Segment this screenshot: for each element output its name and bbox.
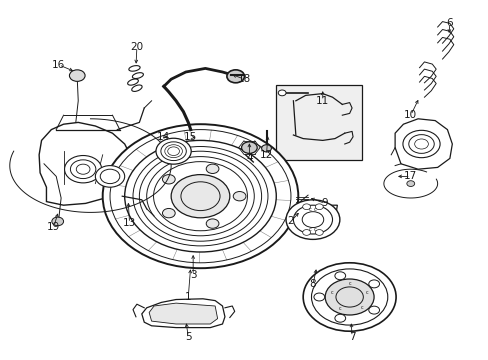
Text: 17: 17 xyxy=(403,171,417,181)
Circle shape xyxy=(69,70,85,81)
Text: 8: 8 xyxy=(309,279,316,289)
Circle shape xyxy=(206,164,219,174)
Text: 6: 6 xyxy=(446,18,452,28)
Text: 9: 9 xyxy=(321,198,328,208)
Text: 11: 11 xyxy=(315,96,329,106)
Text: 19: 19 xyxy=(47,222,61,232)
Text: c: c xyxy=(308,227,311,232)
Circle shape xyxy=(261,145,271,152)
Circle shape xyxy=(325,279,373,315)
Circle shape xyxy=(302,204,310,210)
Circle shape xyxy=(402,130,439,158)
Text: c: c xyxy=(360,305,362,310)
Text: 10: 10 xyxy=(404,110,416,120)
Circle shape xyxy=(241,142,257,153)
Circle shape xyxy=(334,272,345,280)
Text: c: c xyxy=(347,281,350,286)
Circle shape xyxy=(206,219,219,228)
Circle shape xyxy=(302,230,310,235)
Circle shape xyxy=(233,192,245,201)
Circle shape xyxy=(315,230,323,235)
Polygon shape xyxy=(394,119,451,169)
Polygon shape xyxy=(142,299,224,328)
Circle shape xyxy=(285,200,339,239)
Text: c: c xyxy=(313,207,316,212)
Text: 18: 18 xyxy=(237,74,251,84)
Text: 1: 1 xyxy=(184,292,191,302)
Circle shape xyxy=(368,306,379,314)
Circle shape xyxy=(156,138,191,164)
Text: 20: 20 xyxy=(130,42,143,52)
Text: 4: 4 xyxy=(245,153,252,163)
Circle shape xyxy=(226,70,244,83)
Polygon shape xyxy=(288,205,337,232)
Text: 5: 5 xyxy=(184,332,191,342)
Circle shape xyxy=(334,314,345,322)
Circle shape xyxy=(313,293,324,301)
Text: 7: 7 xyxy=(348,332,355,342)
Text: c: c xyxy=(313,227,316,232)
Circle shape xyxy=(303,263,395,331)
Circle shape xyxy=(162,208,175,218)
Text: 2: 2 xyxy=(287,216,294,226)
Text: 3: 3 xyxy=(189,270,196,280)
Circle shape xyxy=(171,175,229,218)
Circle shape xyxy=(64,156,102,183)
Circle shape xyxy=(95,166,124,187)
Text: c: c xyxy=(365,290,367,295)
Circle shape xyxy=(315,204,323,210)
Polygon shape xyxy=(39,122,134,205)
Text: c: c xyxy=(330,290,333,295)
Circle shape xyxy=(162,175,175,184)
Polygon shape xyxy=(149,303,217,324)
Text: 16: 16 xyxy=(52,60,65,70)
Circle shape xyxy=(278,90,285,96)
Text: 13: 13 xyxy=(122,218,136,228)
Text: c: c xyxy=(338,306,341,311)
Text: 14: 14 xyxy=(157,132,170,142)
Circle shape xyxy=(406,181,414,186)
Circle shape xyxy=(52,217,63,226)
Bar xyxy=(276,85,361,160)
Circle shape xyxy=(102,124,298,268)
Text: 12: 12 xyxy=(259,150,273,160)
Circle shape xyxy=(368,280,379,288)
Text: 15: 15 xyxy=(183,132,197,142)
Text: c: c xyxy=(308,207,311,212)
